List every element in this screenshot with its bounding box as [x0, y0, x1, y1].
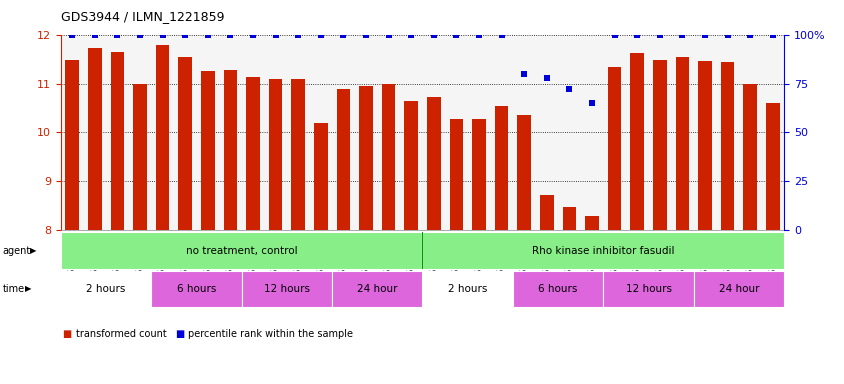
- Point: [111, 31, 124, 38]
- Text: 24 hour: 24 hour: [718, 284, 758, 294]
- Bar: [766, 103, 779, 230]
- Text: agent: agent: [3, 245, 30, 256]
- Point: [585, 100, 598, 106]
- Bar: [697, 61, 711, 230]
- Point: [381, 31, 395, 38]
- Text: transformed count: transformed count: [76, 329, 166, 339]
- Bar: [449, 119, 463, 230]
- Point: [720, 31, 733, 38]
- Point: [291, 31, 305, 38]
- Text: 6 hours: 6 hours: [538, 284, 577, 294]
- Bar: [562, 207, 576, 230]
- Point: [472, 31, 485, 38]
- Point: [449, 31, 463, 38]
- Bar: [652, 60, 666, 230]
- Text: 12 hours: 12 hours: [625, 284, 671, 294]
- Bar: [178, 56, 192, 230]
- Point: [178, 31, 192, 38]
- Bar: [720, 62, 733, 230]
- Bar: [111, 52, 124, 230]
- Text: ■: ■: [62, 329, 72, 339]
- Text: 12 hours: 12 hours: [263, 284, 310, 294]
- Text: 24 hour: 24 hour: [357, 284, 397, 294]
- Point: [426, 31, 440, 38]
- Point: [268, 31, 282, 38]
- Point: [652, 31, 666, 38]
- Bar: [495, 106, 508, 230]
- Point: [766, 31, 779, 38]
- Bar: [743, 84, 756, 230]
- Point: [495, 31, 508, 38]
- Bar: [88, 48, 101, 230]
- Point: [359, 31, 372, 38]
- Point: [246, 31, 259, 38]
- Bar: [155, 45, 169, 230]
- Bar: [517, 115, 530, 230]
- Bar: [585, 216, 598, 230]
- Point: [539, 74, 553, 81]
- Bar: [381, 84, 395, 230]
- Bar: [336, 89, 349, 230]
- Point: [743, 31, 756, 38]
- Text: 2 hours: 2 hours: [447, 284, 487, 294]
- Bar: [472, 119, 485, 230]
- Text: GDS3944 / ILMN_1221859: GDS3944 / ILMN_1221859: [61, 10, 224, 23]
- Bar: [133, 84, 147, 230]
- Bar: [65, 60, 78, 230]
- Text: 2 hours: 2 hours: [86, 284, 126, 294]
- Text: ■: ■: [175, 329, 184, 339]
- Text: no treatment, control: no treatment, control: [186, 245, 297, 256]
- Text: ▶: ▶: [24, 285, 31, 293]
- Point: [562, 86, 576, 93]
- Bar: [359, 86, 372, 230]
- Text: Rho kinase inhibitor fasudil: Rho kinase inhibitor fasudil: [532, 245, 674, 256]
- Bar: [246, 77, 259, 230]
- Point: [88, 31, 101, 38]
- Point: [201, 31, 214, 38]
- Bar: [314, 123, 327, 230]
- Point: [697, 31, 711, 38]
- Text: 6 hours: 6 hours: [176, 284, 216, 294]
- Bar: [539, 195, 553, 230]
- Text: percentile rank within the sample: percentile rank within the sample: [187, 329, 352, 339]
- Point: [517, 71, 530, 77]
- Point: [675, 31, 689, 38]
- Bar: [268, 79, 282, 230]
- Point: [404, 31, 418, 38]
- Bar: [404, 101, 418, 230]
- Point: [314, 31, 327, 38]
- Point: [224, 31, 237, 38]
- Point: [336, 31, 349, 38]
- Text: time: time: [3, 284, 24, 294]
- Point: [155, 31, 169, 38]
- Bar: [607, 67, 620, 230]
- Bar: [630, 53, 643, 230]
- Bar: [291, 79, 305, 230]
- Bar: [201, 71, 214, 230]
- Point: [133, 31, 147, 38]
- Bar: [675, 56, 689, 230]
- Bar: [224, 70, 237, 230]
- Text: ▶: ▶: [30, 246, 37, 255]
- Point: [630, 31, 643, 38]
- Point: [65, 31, 78, 38]
- Point: [607, 31, 620, 38]
- Bar: [426, 97, 440, 230]
